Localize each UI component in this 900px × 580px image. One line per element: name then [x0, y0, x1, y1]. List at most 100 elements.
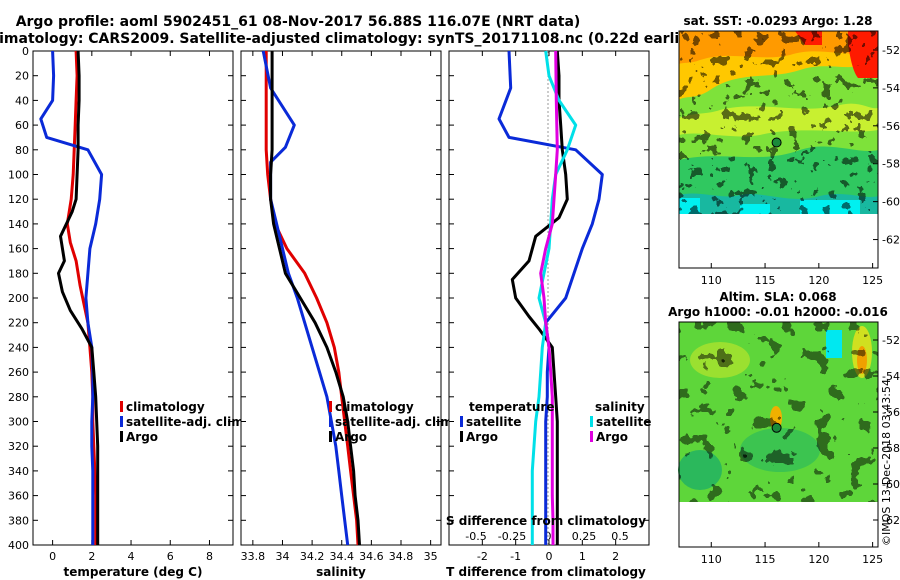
depth-tick-label: 100: [8, 169, 29, 182]
legend-swatch-argo: [120, 431, 123, 442]
lat-tick-label: -62: [882, 234, 900, 247]
legend-swatch-t-satellite: [460, 416, 463, 427]
legend-swatch-argo: [329, 431, 332, 442]
series-salinity-satellite: [530, 50, 578, 545]
series-salinity-argo: [539, 50, 559, 545]
depth-tick-label: 360: [8, 490, 29, 503]
legend-climatology: climatology: [126, 400, 205, 414]
imos-timestamp: ©IMOS 13-Dec-2018 03:43:54: [880, 379, 893, 546]
temperature-xlabel: temperature (deg C): [64, 565, 203, 579]
x-tick-label: 2: [88, 550, 95, 563]
depth-tick-label: 40: [15, 94, 29, 107]
lat-tick-label: -54: [882, 82, 900, 95]
salinity-series: [261, 50, 361, 546]
t-difference-x-axis: -2 -1 0 1 2: [477, 51, 619, 563]
salinity-panel: 33.8 34 34.2 34.4 34.6 34.8 35 salinity climat…: [240, 50, 457, 579]
x-tick-label: -1: [510, 550, 521, 563]
x-tick-label: 0: [546, 550, 553, 563]
depth-tick-label: 240: [8, 341, 29, 354]
legend-s-satellite: satellite: [596, 415, 651, 429]
legend-swatch-climatology: [120, 401, 123, 412]
lon-tick-label: 110: [701, 274, 722, 287]
depth-tick-label: 0: [22, 45, 29, 58]
sst-argo-marker: [771, 137, 782, 148]
legend-swatch-satellite: [329, 416, 332, 427]
t-difference-xlabel: T difference from climatology: [446, 565, 646, 579]
legend-t-satellite: satellite: [466, 415, 521, 429]
depth-tick-label: 160: [8, 243, 29, 256]
lat-tick-label: -52: [882, 44, 900, 57]
x-tick-label: 34: [275, 550, 289, 563]
depth-tick-label: 80: [15, 144, 29, 157]
difference-legend: temperature satellite Argo salinity sate…: [460, 400, 651, 444]
lon-tick-label: 120: [808, 274, 829, 287]
lon-tick-label: 125: [862, 553, 883, 566]
series-temperature-argo: [510, 50, 569, 545]
depth-tick-label: 280: [8, 391, 29, 404]
legend-temperature-heading: temperature: [469, 400, 554, 414]
lat-tick-label: -58: [882, 158, 900, 171]
legend-argo: Argo: [335, 430, 367, 444]
series-temperature-satellite: [497, 50, 604, 545]
x-tick-label: 33.8: [241, 550, 266, 563]
x-tick-label: 4: [128, 550, 135, 563]
sst-map-axes: 110 115 120 125 -52 -54 -56 -58 -60 -62: [701, 44, 900, 287]
temperature-legend: climatology satellite-adj. clim. Argo: [120, 400, 248, 444]
figure-title-line1: Argo profile: aoml 5902451_61 08-Nov-201…: [16, 14, 581, 30]
depth-tick-label: 320: [8, 440, 29, 453]
sla-argo-marker: [771, 422, 782, 433]
x-tick-label: 6: [167, 550, 174, 563]
legend-s-argo: Argo: [596, 430, 628, 444]
depth-tick-label: 340: [8, 465, 29, 478]
lon-tick-label: 110: [701, 553, 722, 566]
legend-argo: Argo: [126, 430, 158, 444]
sla-texture: [679, 322, 878, 502]
depth-axis: 0 20 40 60 80 100 120 140 160 180 200 220 240 260 280 3…: [8, 45, 233, 552]
salinity-xlabel: salinity: [316, 565, 366, 579]
x-tick-label: 35: [424, 550, 438, 563]
s-tick-label: -0.25: [498, 530, 526, 543]
figure-title-line2: Climatology: CARS2009. Satellite-adjuste…: [0, 31, 702, 47]
sla-map-title: Altim. SLA: 0.068: [719, 290, 836, 304]
legend-swatch-satellite: [120, 416, 123, 427]
depth-tick-label: 140: [8, 218, 29, 231]
x-tick-label: 34.2: [300, 550, 325, 563]
lat-tick-label: -62: [882, 514, 900, 527]
salinity-depth-ticks: [241, 50, 441, 546]
sla-map: Altim. SLA: 0.068 Argo h1000: -0.01 h200…: [668, 290, 900, 566]
x-tick-label: 34.8: [389, 550, 414, 563]
legend-climatology: climatology: [335, 400, 414, 414]
legend-satellite-adj: satellite-adj. clim.: [335, 415, 457, 429]
depth-tick-label: 20: [15, 70, 29, 83]
temperature-axes-frame: [32, 50, 234, 546]
sst-map: sat. SST: -0.0293 Argo: 1.28 110 115 120 12…: [678, 14, 900, 287]
depth-tick-label: 380: [8, 514, 29, 527]
legend-swatch-t-argo: [460, 431, 463, 442]
sla-map-axes: 110 115 120 125 -52 -54 -56 -58 -60 -62: [701, 334, 900, 566]
series-satellite-adj-clim-: [261, 50, 350, 546]
series-satellite-adj-clim-: [39, 50, 104, 545]
sla-map-frame: [678, 321, 879, 548]
temperature-panel: 0204060801001201401601802002202402602803…: [8, 45, 248, 579]
depth-tick-label: 220: [8, 317, 29, 330]
depth-tick-label: 180: [8, 267, 29, 280]
sst-texture: [679, 31, 878, 214]
lat-tick-label: -58: [882, 442, 900, 455]
s-difference-xlabel: S difference from climatology: [446, 514, 646, 528]
x-tick-label: 34.6: [359, 550, 384, 563]
legend-salinity-heading: salinity: [595, 400, 645, 414]
x-tick-label: 1: [579, 550, 586, 563]
difference-series: [497, 50, 604, 545]
difference-axes-frame: [448, 50, 650, 546]
salinity-axes-frame: [240, 50, 442, 546]
x-tick-label: -2: [477, 550, 488, 563]
series-climatology: [65, 50, 98, 545]
depth-tick-label: 60: [15, 119, 29, 132]
salinity-x-axis: 33.8 34 34.2 34.4 34.6 34.8 35: [241, 51, 438, 563]
legend-t-argo: Argo: [466, 430, 498, 444]
lat-tick-label: -54: [882, 370, 900, 383]
sla-heatmap-field: [678, 322, 878, 502]
sst-map-frame: [678, 30, 879, 269]
temperature-series: [39, 50, 104, 545]
